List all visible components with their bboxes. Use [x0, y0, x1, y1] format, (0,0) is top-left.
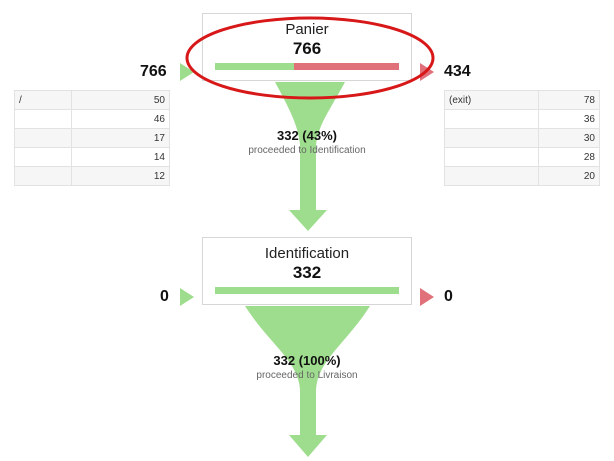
step-bar: [215, 287, 399, 294]
flow-summary: 332 (100%) proceeded to Livraison: [200, 353, 414, 381]
exit-bar: [294, 63, 399, 70]
row-label: [13, 147, 73, 167]
row-label: [443, 147, 540, 167]
row-value: 14: [71, 147, 170, 167]
row-label: [13, 109, 73, 129]
step-box-identification[interactable]: Identification 332: [202, 237, 412, 305]
entrances-count: 766: [140, 63, 167, 80]
step-value: 766: [292, 39, 322, 58]
row-value: 12: [71, 166, 170, 186]
table-row[interactable]: 28: [443, 147, 600, 167]
row-value: 28: [538, 147, 600, 167]
entrance-arrow-icon: [180, 288, 194, 306]
row-label: (exit): [443, 90, 540, 110]
exits-count: 0: [444, 288, 453, 305]
table-row[interactable]: 30: [443, 128, 600, 148]
flow-label: proceeded to Identification: [248, 145, 366, 156]
flow-label: proceeded to Livraison: [256, 370, 358, 381]
row-label: /: [13, 90, 73, 110]
row-value: 17: [71, 128, 170, 148]
table-row[interactable]: 20: [443, 166, 600, 186]
exit-arrow-icon: [420, 288, 434, 306]
table-row[interactable]: /50: [13, 90, 170, 110]
row-value: 20: [538, 166, 600, 186]
row-value: 50: [71, 90, 170, 110]
exit-destinations-table: (exit) 78 36 30 28 20: [443, 90, 600, 186]
flow-summary: 332 (43%) proceeded to Identification: [200, 128, 414, 156]
funnel-flow-2: [245, 306, 370, 437]
row-value: 78: [538, 90, 600, 110]
step-name: Panier: [285, 21, 329, 38]
row-label: [13, 166, 73, 186]
flow-count: 332 (100%): [273, 353, 341, 368]
exits-count: 434: [444, 63, 471, 80]
table-row[interactable]: 14: [13, 147, 170, 167]
step-box-panier[interactable]: Panier 766: [202, 13, 412, 81]
step-name: Identification: [264, 245, 350, 262]
proceed-bar: [215, 287, 399, 294]
table-row[interactable]: 12: [13, 166, 170, 186]
exit-arrow-icon: [420, 63, 434, 81]
entrances-count: 0: [160, 288, 169, 305]
table-row[interactable]: (exit) 78: [443, 90, 600, 110]
arrow-down-icon: [289, 210, 327, 231]
row-value: 46: [71, 109, 170, 129]
arrow-down-icon: [289, 435, 327, 457]
funnel-flow-1: [275, 82, 345, 212]
row-label: [443, 128, 540, 148]
entrance-arrow-icon: [180, 63, 194, 81]
row-label: [13, 128, 73, 148]
entrance-sources-table: /50 46 17 14 12: [13, 90, 170, 186]
proceed-bar: [215, 63, 295, 70]
row-value: 36: [538, 109, 600, 129]
row-label: [443, 109, 540, 129]
table-row[interactable]: 17: [13, 128, 170, 148]
table-row[interactable]: 46: [13, 109, 170, 129]
step-bar: [215, 63, 399, 70]
table-row[interactable]: 36: [443, 109, 600, 129]
flow-count: 332 (43%): [277, 128, 337, 143]
step-value: 332: [292, 263, 322, 282]
row-value: 30: [538, 128, 600, 148]
row-label: [443, 166, 540, 186]
